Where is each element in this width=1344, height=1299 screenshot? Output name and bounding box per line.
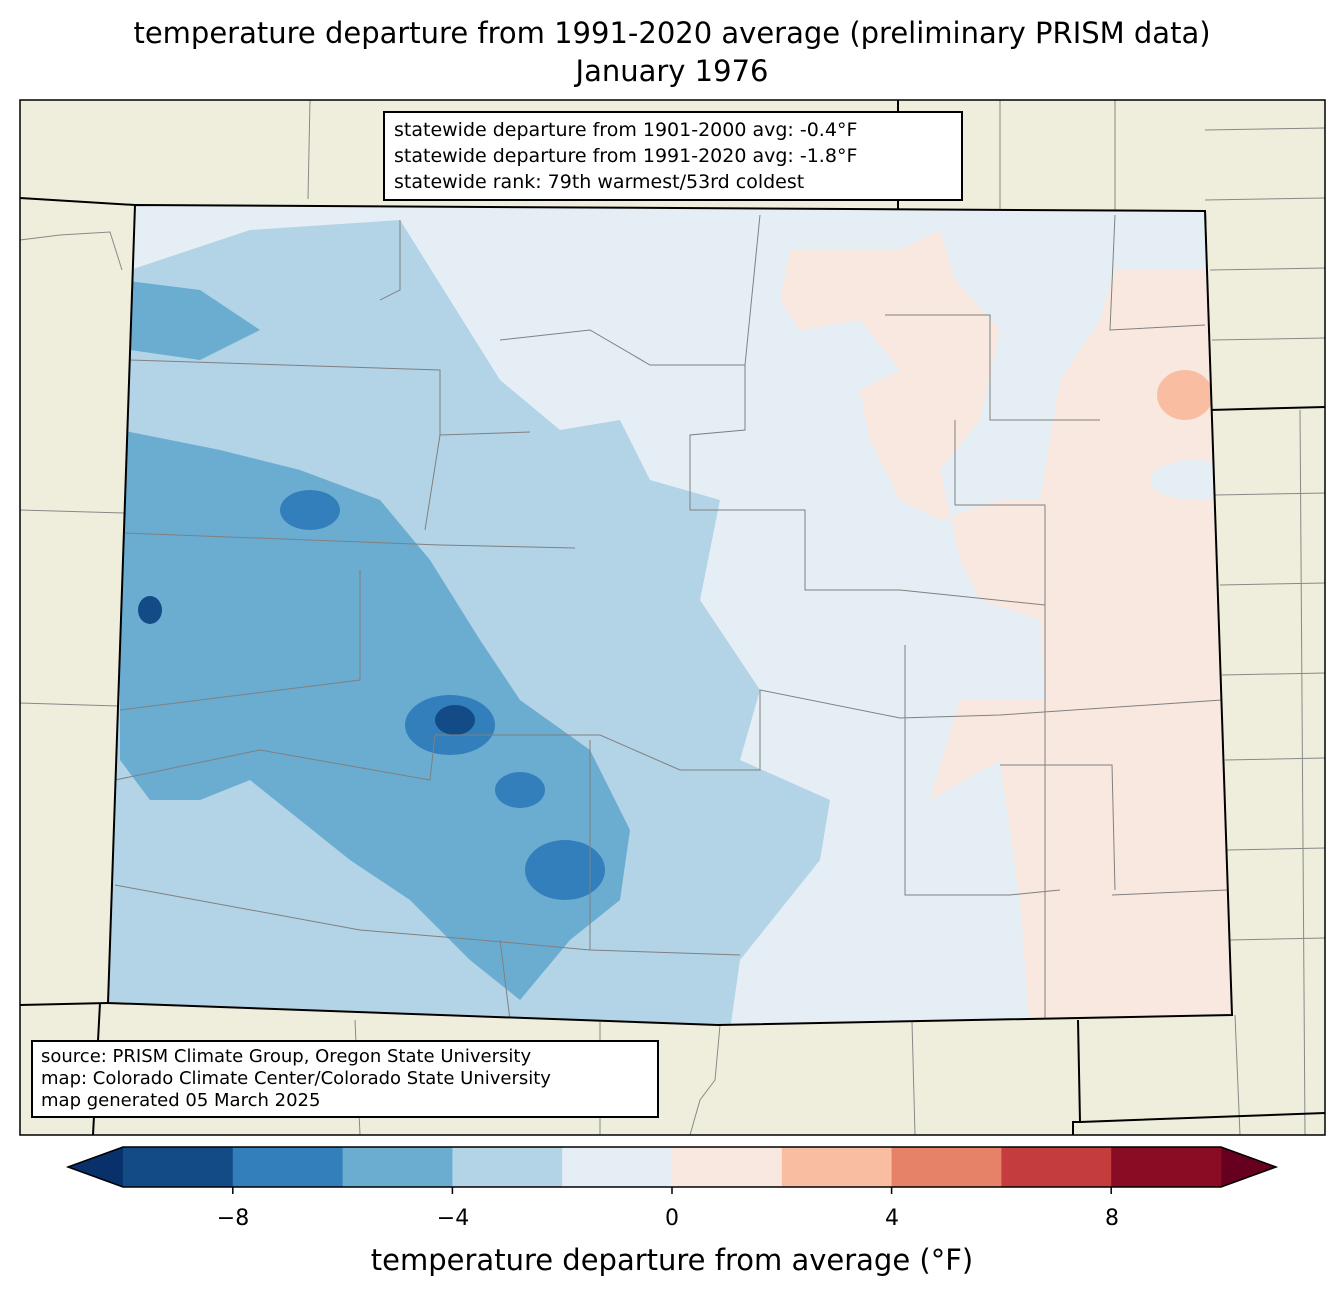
colorbar-outline <box>65 1146 1279 1188</box>
colorbar-segment <box>342 1147 453 1187</box>
zone-0-to-2 <box>780 230 1232 1025</box>
zone-2-to-4 <box>1157 370 1213 420</box>
colorbar-segment <box>1111 1147 1222 1187</box>
colorbar-segment <box>891 1147 1002 1187</box>
stats-departure-1991-2020: statewide departure from 1991-2020 avg: … <box>394 145 858 167</box>
colorbar-tick-label: 0 <box>665 1206 679 1231</box>
colorbar-segment <box>232 1147 344 1187</box>
colorbar <box>65 1146 1279 1194</box>
source-box: source: PRISM Climate Group, Oregon Stat… <box>31 1040 659 1118</box>
zone-minus6-to-minus8 <box>280 490 340 530</box>
zone-minus6-to-minus8-b <box>525 840 605 900</box>
zone-minus6-to-minus8-c <box>495 772 545 808</box>
colorbar-tick-label: −4 <box>436 1206 470 1231</box>
generated-date-line: map generated 05 March 2025 <box>41 1090 321 1111</box>
map-title: temperature departure from 1991-2020 ave… <box>133 16 1211 50</box>
zone-minus4-to-minus6-b <box>120 280 260 360</box>
colorbar-tick-label: 4 <box>885 1206 899 1231</box>
zone-minus8-to-minus10 <box>435 705 475 735</box>
stats-departure-1901-2000: statewide departure from 1901-2000 avg: … <box>394 119 858 141</box>
colorbar-segment <box>672 1147 783 1187</box>
zone-minus4-to-minus6 <box>120 430 630 1000</box>
colorbar-segment <box>1001 1147 1112 1187</box>
colorbar-over-arrow <box>1221 1147 1276 1187</box>
colorbar-segment <box>781 1147 893 1187</box>
map-subtitle: January 1976 <box>575 54 769 88</box>
colorbar-label: temperature departure from average (°F) <box>370 1243 974 1277</box>
colorbar-segment <box>123 1147 234 1187</box>
map-frame <box>19 99 1326 1136</box>
colorbar-segment <box>452 1147 563 1187</box>
colorado-border <box>106 203 1234 1027</box>
colorbar-under-arrow <box>68 1147 123 1187</box>
statewide-stats-box: statewide departure from 1901-2000 avg: … <box>383 111 963 201</box>
map-credit-line: map: Colorado Climate Center/Colorado St… <box>41 1068 551 1089</box>
colorbar-segment <box>562 1147 673 1187</box>
zone-minus8-to-minus10-b <box>138 596 162 624</box>
source-line: source: PRISM Climate Group, Oregon Stat… <box>41 1046 532 1067</box>
colorbar-tick-label: 8 <box>1105 1206 1119 1231</box>
colorbar-tick-label: −8 <box>216 1206 250 1231</box>
stats-rank: statewide rank: 79th warmest/53rd coldes… <box>394 171 805 193</box>
temperature-field <box>108 205 1232 1025</box>
county-lines <box>114 214 1228 1021</box>
